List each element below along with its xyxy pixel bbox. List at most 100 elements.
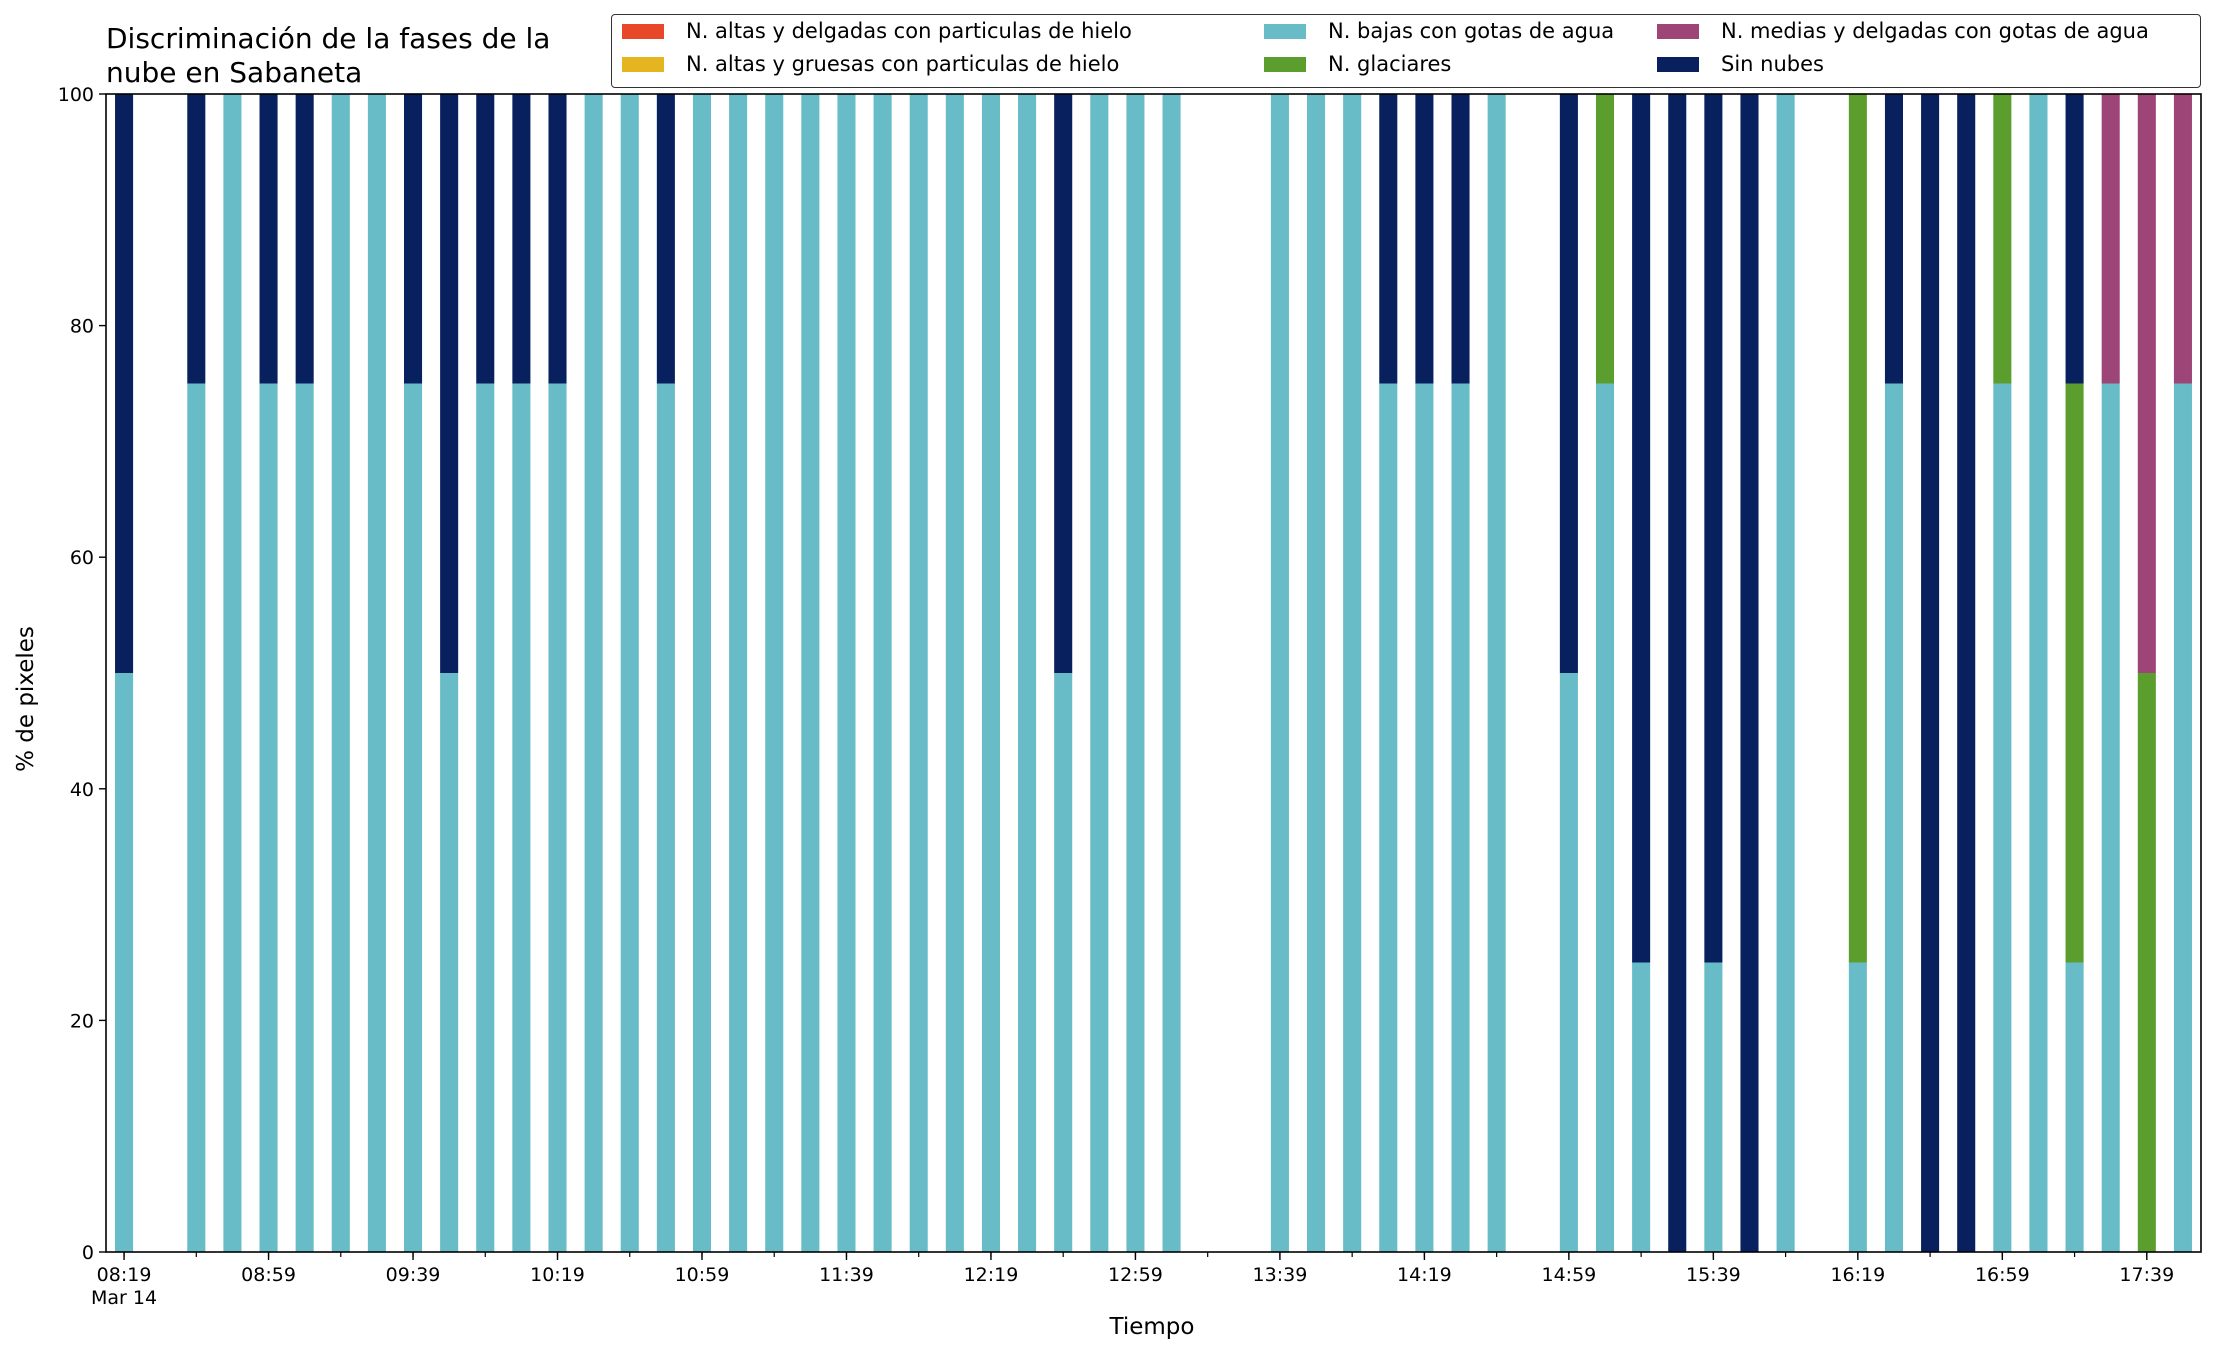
bar-segment-sin-nubes: [1740, 94, 1759, 1252]
y-tick-label: 80: [70, 316, 94, 338]
bar-segment-bajas: [115, 673, 134, 1252]
bar-segment-glaciares: [2137, 673, 2156, 1252]
bar-segment-sin-nubes: [1415, 94, 1434, 384]
bar-segment-bajas: [873, 94, 892, 1252]
x-tick-label: 16:19: [1830, 1264, 1885, 1286]
y-tick-label: 100: [58, 84, 94, 106]
bar-segment-sin-nubes: [1957, 94, 1976, 1252]
bar-segment-sin-nubes: [656, 94, 675, 384]
bar-segment-bajas: [729, 94, 748, 1252]
x-tick-sublabel: Mar 14: [91, 1287, 157, 1309]
x-tick-label: 13:39: [1253, 1264, 1308, 1286]
bar-segment-bajas: [476, 383, 495, 1252]
bar-segment-glaciares: [1595, 94, 1615, 384]
bar-segment-bajas: [1090, 94, 1109, 1252]
bar-segment-bajas: [367, 94, 386, 1252]
bar-segment-sin-nubes: [115, 94, 134, 673]
legend-item-altas-gruesas: N. altas y gruesas con particulas de hie…: [622, 52, 1119, 76]
bar-segment-glaciares: [1848, 94, 1867, 963]
y-tick-label: 40: [70, 779, 94, 801]
bar-segment-bajas: [403, 383, 423, 1252]
bar-segment-bajas: [1379, 383, 1398, 1252]
bar-segment-bajas: [1848, 962, 1867, 1252]
bar-segment-sin-nubes: [1668, 94, 1687, 1252]
bar-segment-bajas: [1632, 962, 1651, 1252]
bar-segment-bajas: [1415, 383, 1434, 1252]
bar-segment-sin-nubes: [476, 94, 495, 384]
bar-segment-sin-nubes: [1884, 94, 1904, 384]
legend-label: N. glaciares: [1328, 52, 1452, 76]
bar-segment-bajas: [512, 383, 531, 1252]
bar-segment-bajas: [2065, 962, 2084, 1252]
y-tick-label: 60: [70, 547, 94, 569]
bar-segment-bajas: [1884, 383, 1904, 1252]
x-axis-label: Tiempo: [1109, 1314, 1195, 1340]
bar-segment-sin-nubes: [1559, 94, 1578, 673]
bar-segment-bajas: [1054, 673, 1073, 1252]
bar-segment-sin-nubes: [187, 94, 206, 384]
bar-segment-sin-nubes: [1054, 94, 1073, 673]
bar-segment-bajas: [331, 94, 350, 1252]
bar-segment-sin-nubes: [1451, 94, 1470, 384]
y-tick-label: 20: [70, 1010, 94, 1032]
legend-swatch: [1264, 23, 1306, 39]
bar-segment-sin-nubes: [548, 94, 567, 384]
bar-segment-bajas: [548, 383, 567, 1252]
legend-item-sin-nubes: Sin nubes: [1657, 52, 1824, 76]
x-tick-label: 11:39: [819, 1264, 874, 1286]
bar-segment-bajas: [187, 383, 206, 1252]
bar-segment-bajas: [1307, 94, 1326, 1252]
bar-segment-bajas: [1018, 94, 1037, 1252]
x-tick-label: 10:59: [675, 1264, 730, 1286]
bar-segment-bajas: [2173, 383, 2192, 1252]
legend-item-medias: N. medias y delgadas con gotas de agua: [1657, 19, 2149, 43]
x-tick-label: 15:39: [1686, 1264, 1741, 1286]
bar-segment-bajas: [1162, 94, 1181, 1252]
bar-segment-bajas: [981, 94, 1000, 1252]
legend-item-altas-delgadas: N. altas y delgadas con particulas de hi…: [622, 19, 1132, 43]
bar-segment-bajas: [1487, 94, 1506, 1252]
bar-segment-bajas: [1704, 962, 1723, 1252]
bar-segment-medias: [2173, 94, 2192, 384]
legend-swatch: [622, 56, 664, 72]
x-tick-label: 17:39: [2119, 1264, 2174, 1286]
x-tick-label: 14:59: [1542, 1264, 1597, 1286]
y-axis-label: % de pixeles: [13, 626, 39, 772]
legend-label: N. bajas con gotas de agua: [1328, 19, 1615, 43]
bar-segment-bajas: [2029, 94, 2048, 1252]
bar-segment-sin-nubes: [2065, 94, 2084, 384]
bar-segment-bajas: [656, 383, 675, 1252]
x-tick-label: 16:59: [1975, 1264, 2030, 1286]
bar-segment-bajas: [223, 94, 242, 1252]
x-tick-label: 08:59: [241, 1264, 296, 1286]
bar-segment-bajas: [1343, 94, 1362, 1252]
bar-segment-bajas: [1559, 673, 1578, 1252]
bar-segment-bajas: [295, 383, 314, 1252]
legend-swatch: [1264, 56, 1306, 72]
legend-swatch: [1657, 56, 1699, 72]
chart-legend: N. altas y delgadas con particulas de hi…: [611, 14, 2201, 88]
bar-segment-bajas: [765, 94, 784, 1252]
legend-item-glaciares: N. glaciares: [1264, 52, 1451, 76]
bar-segment-bajas: [2101, 383, 2120, 1252]
bar-segment-bajas: [259, 383, 278, 1252]
legend-item-bajas: N. bajas con gotas de agua: [1264, 19, 1614, 43]
plot-frame: [105, 93, 2202, 1253]
x-tick-label: 10:19: [530, 1264, 585, 1286]
bar-segment-sin-nubes: [512, 94, 531, 384]
bar-segment-sin-nubes: [1379, 94, 1398, 384]
bar-segment-medias: [2101, 94, 2120, 384]
legend-label: N. altas y delgadas con particulas de hi…: [686, 19, 1132, 43]
bar-segment-medias: [2137, 94, 2156, 673]
bar-segment-bajas: [1126, 94, 1145, 1252]
bar-segment-sin-nubes: [259, 94, 278, 384]
chart-title: Discriminación de la fases de la nube en…: [106, 22, 551, 89]
legend-swatch: [1657, 23, 1699, 39]
bar-segment-bajas: [1451, 383, 1470, 1252]
bar-segment-bajas: [440, 673, 459, 1252]
legend-label: Sin nubes: [1721, 52, 1824, 76]
x-tick-label: 08:19: [97, 1264, 152, 1286]
bar-segment-bajas: [1993, 383, 2012, 1252]
bar-segment-bajas: [1595, 383, 1615, 1252]
